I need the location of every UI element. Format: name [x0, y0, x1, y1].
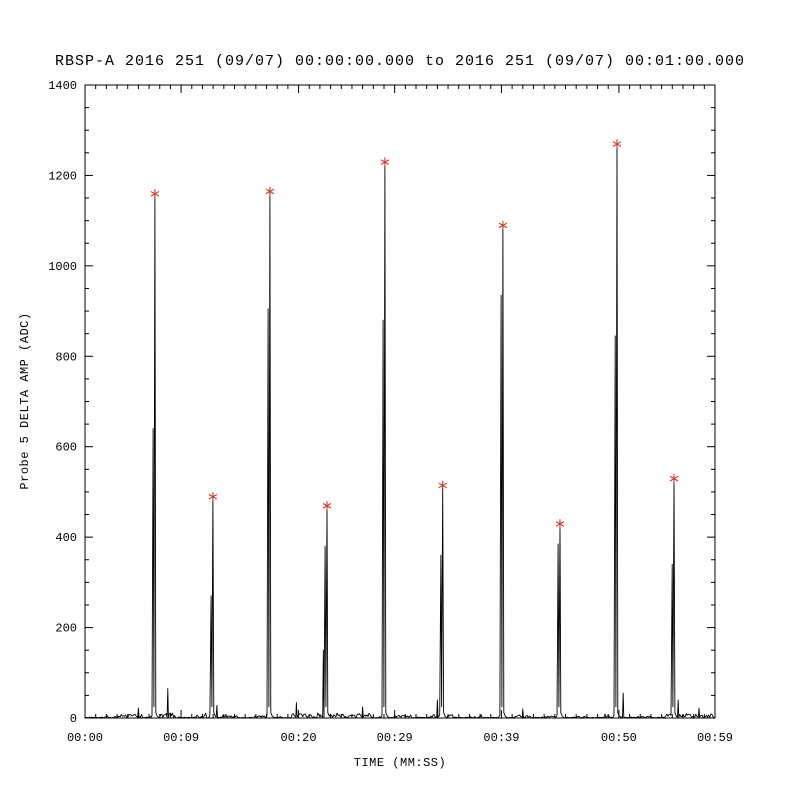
x-tick-label: 00:59 [697, 731, 733, 745]
x-tick-label: 00:09 [163, 731, 199, 745]
x-tick-label: 00:39 [483, 731, 519, 745]
y-tick-label: 1400 [48, 79, 77, 93]
x-tick-label: 00:00 [67, 731, 103, 745]
peak-markers [150, 139, 679, 529]
peak-marker-asterisk [555, 519, 565, 529]
peak-marker-asterisk [380, 157, 390, 167]
y-tick-label: 200 [55, 622, 77, 636]
peak-marker-asterisk [612, 139, 622, 149]
y-tick-label: 600 [55, 441, 77, 455]
plot-title: RBSP-A 2016 251 (09/07) 00:00:00.000 to … [54, 53, 746, 70]
axis-ticks [84, 84, 716, 719]
y-tick-label: 1000 [48, 260, 77, 274]
x-tick-label: 00:20 [281, 731, 317, 745]
tick-labels: 0 200 400 600 800 1000 1200 1400 00:00 00:09 00:20… [48, 79, 733, 745]
plot-frame [84, 84, 716, 719]
y-tick-label: 800 [55, 350, 77, 364]
y-tick-label: 400 [55, 531, 77, 545]
peak-marker-asterisk [150, 189, 160, 199]
peak-marker-asterisk [669, 473, 679, 484]
peak-marker-asterisk [265, 186, 275, 197]
peak-marker-asterisk [208, 491, 218, 502]
peak-marker-asterisk [498, 220, 508, 231]
x-tick-label: 00:29 [377, 731, 413, 745]
peak-marker-asterisk [438, 480, 447, 491]
y-tick-label: 0 [70, 712, 77, 726]
data-series-line [84, 145, 716, 719]
peak-marker-asterisk [322, 500, 332, 511]
x-tick-label: 00:50 [601, 731, 637, 745]
x-axis-label: TIME (MM:SS) [353, 756, 447, 770]
y-tick-label: 1200 [48, 169, 77, 183]
